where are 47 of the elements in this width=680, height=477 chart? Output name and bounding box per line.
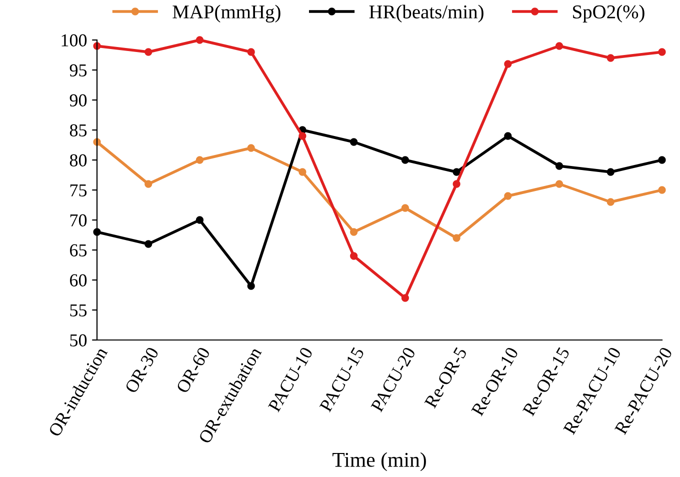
point [401, 294, 409, 302]
point [350, 228, 358, 236]
point [350, 252, 358, 260]
point [144, 48, 152, 56]
legend-label: MAP(mmHg) [172, 4, 280, 22]
point [298, 168, 306, 176]
point [247, 48, 255, 56]
point [504, 132, 512, 140]
point [504, 60, 512, 68]
point [555, 180, 564, 188]
point [247, 282, 255, 290]
point [606, 54, 614, 62]
point [196, 156, 204, 164]
y-tick-label: 80 [70, 154, 87, 166]
point [196, 36, 204, 44]
x-axis-title: Time (min) [332, 452, 426, 472]
point [298, 132, 306, 140]
point [401, 204, 409, 212]
point [658, 156, 666, 164]
point [196, 216, 204, 224]
y-tick-label: 100 [62, 34, 87, 46]
point [247, 144, 255, 152]
y-tick-label: 65 [70, 244, 87, 256]
legend-label: HR(beats/min) [369, 4, 484, 22]
point [504, 192, 512, 200]
y-tick-label: 70 [70, 214, 87, 226]
point [452, 168, 460, 176]
point [555, 162, 564, 170]
point [144, 180, 152, 188]
legend-label: SpO2(%) [573, 4, 644, 22]
point [452, 234, 460, 242]
point [658, 48, 666, 56]
y-tick-label: 90 [70, 94, 87, 106]
y-tick-label: 55 [70, 304, 87, 316]
point [144, 240, 152, 248]
point [401, 156, 409, 164]
y-tick-label: 85 [70, 124, 87, 136]
point [350, 138, 358, 146]
y-tick-label: 95 [70, 64, 87, 76]
point [606, 198, 614, 206]
point [606, 168, 614, 176]
point [452, 180, 460, 188]
y-tick-label: 50 [70, 334, 87, 346]
point [555, 42, 564, 50]
y-tick-label: 75 [70, 184, 87, 196]
y-tick-label: 60 [70, 274, 87, 286]
point [658, 186, 666, 194]
